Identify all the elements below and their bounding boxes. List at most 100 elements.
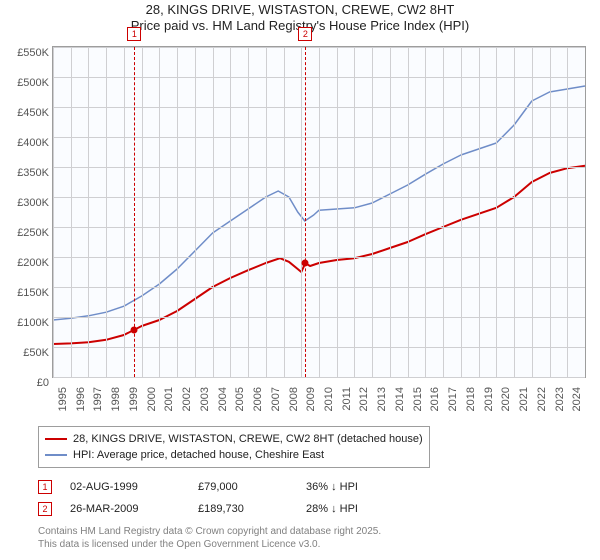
x-axis-label: 2005 [234,387,246,411]
gridline-v [514,47,515,377]
x-axis-label: 2019 [483,387,495,411]
transaction-date: 26-MAR-2009 [70,498,180,520]
transaction-delta: 36% ↓ HPI [306,476,416,498]
y-axis-label: £350K [9,167,49,179]
y-axis-label: £400K [9,137,49,149]
x-axis-label: 1998 [110,387,122,411]
y-axis-label: £200K [9,257,49,269]
gridline-v [124,47,125,377]
event-point [302,260,309,267]
gridline-v [567,47,568,377]
gridline-v [284,47,285,377]
x-axis-label: 2006 [252,387,264,411]
x-axis-label: 2024 [571,387,583,411]
footer-line-2: This data is licensed under the Open Gov… [38,539,586,552]
x-axis-label: 1997 [92,387,104,411]
x-axis-label: 2022 [536,387,548,411]
transaction-price: £79,000 [198,476,288,498]
y-axis-label: £450K [9,107,49,119]
legend-item: HPI: Average price, detached house, Ches… [45,447,423,463]
x-axis-label: 2018 [465,387,477,411]
x-axis-label: 2012 [358,387,370,411]
x-axis-label: 2015 [412,387,424,411]
gridline-v [425,47,426,377]
gridline-v [337,47,338,377]
x-axis-label: 2011 [341,387,353,411]
footer-line-1: Contains HM Land Registry data © Crown c… [38,526,586,539]
x-axis-label: 2007 [270,387,282,411]
x-axis-label: 2023 [554,387,566,411]
gridline-v [71,47,72,377]
x-axis-label: 2020 [500,387,512,411]
transaction-date: 02-AUG-1999 [70,476,180,498]
gridline-v [142,47,143,377]
gridline-v [354,47,355,377]
x-axis-label: 2014 [394,387,406,411]
x-axis-label: 2004 [217,387,229,411]
gridline-v [479,47,480,377]
x-axis-label: 1999 [128,387,140,411]
y-axis-label: £250K [9,227,49,239]
below-chart: 28, KINGS DRIVE, WISTASTON, CREWE, CW2 8… [38,426,586,551]
legend-item: 28, KINGS DRIVE, WISTASTON, CREWE, CW2 8… [45,431,423,447]
gridline-v [408,47,409,377]
transaction-marker: 2 [38,502,52,516]
transaction-marker: 1 [38,480,52,494]
legend-label: HPI: Average price, detached house, Ches… [73,447,324,463]
event-marker: 1 [127,27,141,41]
gridline-v [372,47,373,377]
gridline-v [195,47,196,377]
gridline-v [230,47,231,377]
gridline-v [461,47,462,377]
plot-area: £0£50K£100K£150K£200K£250K£300K£350K£400… [52,46,586,378]
x-axis-label: 2010 [323,387,335,411]
x-axis-label: 1995 [57,387,69,411]
x-axis-label: 2001 [163,387,175,411]
gridline-v [550,47,551,377]
gridline-v [496,47,497,377]
figure: 28, KINGS DRIVE, WISTASTON, CREWE, CW2 8… [0,0,600,560]
transaction-delta: 28% ↓ HPI [306,498,416,520]
y-axis-label: £100K [9,317,49,329]
gridline-v [53,47,54,377]
transaction-row: 1 02-AUG-1999 £79,000 36% ↓ HPI [38,476,586,498]
event-line [305,47,306,377]
gridline-h [53,377,585,378]
gridline-v [390,47,391,377]
x-axis-label: 2009 [305,387,317,411]
x-axis-label: 2017 [447,387,459,411]
y-axis-label: £50K [9,347,49,359]
y-axis-label: £550K [9,47,49,59]
chart: £0£50K£100K£150K£200K£250K£300K£350K£400… [8,40,592,420]
gridline-v [443,47,444,377]
x-axis-label: 2013 [376,387,388,411]
gridline-v [532,47,533,377]
footer: Contains HM Land Registry data © Crown c… [38,526,586,551]
y-axis-label: £500K [9,77,49,89]
x-axis-label: 2002 [181,387,193,411]
legend-swatch [45,454,67,456]
x-axis-label: 2008 [288,387,300,411]
x-axis-label: 2003 [199,387,211,411]
legend-swatch [45,438,67,440]
gridline-v [319,47,320,377]
legend: 28, KINGS DRIVE, WISTASTON, CREWE, CW2 8… [38,426,430,468]
gridline-v [106,47,107,377]
x-axis-label: 1996 [75,387,87,411]
gridline-v [177,47,178,377]
x-axis-label: 2000 [146,387,158,411]
gridline-v [248,47,249,377]
gridline-v [213,47,214,377]
legend-label: 28, KINGS DRIVE, WISTASTON, CREWE, CW2 8… [73,431,423,447]
event-point [131,326,138,333]
y-axis-label: £0 [9,377,49,389]
y-axis-label: £150K [9,287,49,299]
x-axis-label: 2016 [429,387,441,411]
gridline-v [159,47,160,377]
transaction-row: 226-MAR-2009£189,73028% ↓ HPI [38,498,586,520]
event-marker: 2 [298,27,312,41]
x-axis-label: 2021 [518,387,530,411]
gridline-v [301,47,302,377]
title-line-1: 28, KINGS DRIVE, WISTASTON, CREWE, CW2 8… [0,2,600,18]
gridline-v [88,47,89,377]
